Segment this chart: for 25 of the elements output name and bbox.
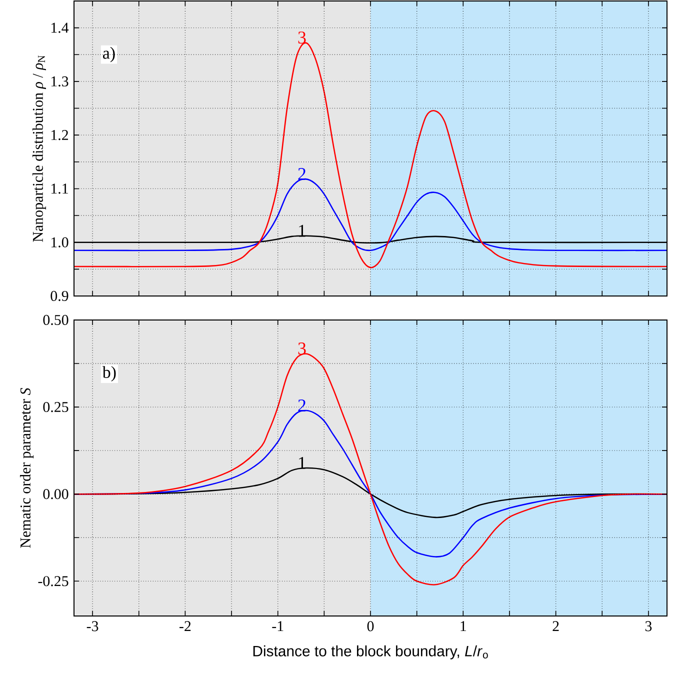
- x-tick-label: 2: [552, 621, 559, 632]
- x-tick-label: -3: [86, 621, 98, 632]
- series-label: 3: [298, 32, 306, 44]
- line-series: [74, 42, 667, 268]
- y-tick-label: 1.0: [51, 237, 68, 248]
- annotation: a): [102, 46, 115, 62]
- y-tick-label: 1.1: [51, 184, 68, 194]
- y-tick-label: 0.00: [43, 489, 68, 500]
- y-tick-label: 1.4: [51, 22, 69, 33]
- annotation: b): [102, 366, 116, 382]
- line-series: [74, 178, 667, 252]
- x-tick-label: 0: [367, 621, 374, 632]
- x-tick-label: 3: [645, 621, 652, 632]
- y-tick-label: -0.25: [38, 576, 68, 586]
- x-tick-label: 1: [460, 621, 466, 632]
- y-tick-label: 1.3: [51, 76, 68, 86]
- y-tick-label: 0.50: [43, 314, 68, 326]
- x-axis-title: Distance to the block boundary, L/r$_{o}$: [253, 645, 488, 660]
- x-tick-label: -1: [272, 621, 284, 632]
- y-tick-label: 0.25: [43, 402, 68, 412]
- y-axis-title: Nanoparticle distribution ρ / ρ$_{N}$: [32, 55, 46, 242]
- y-tick-label: 0.9: [50, 290, 68, 302]
- y-axis-title: Nematic order parameter S: [20, 388, 34, 548]
- y-tick-label: 1.2: [51, 130, 68, 140]
- x-tick-label: -2: [180, 621, 191, 632]
